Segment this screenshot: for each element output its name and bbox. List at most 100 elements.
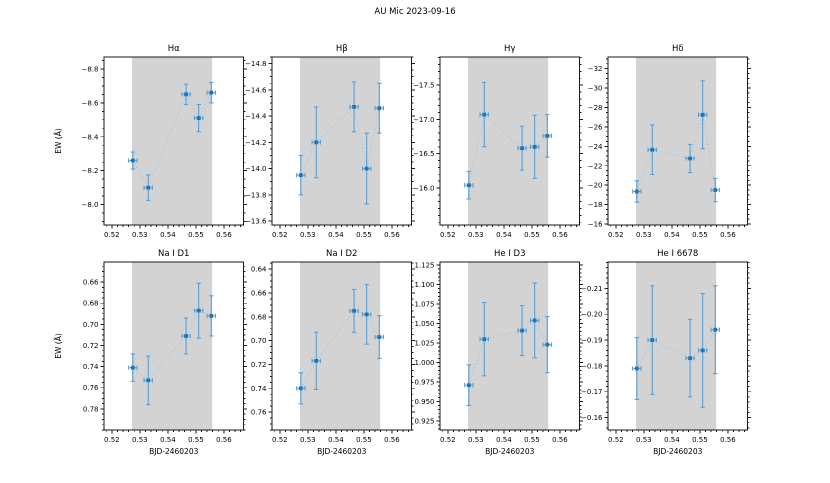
figure-title: AU Mic 2023-09-16 [374, 7, 456, 17]
data-point-marker [184, 334, 188, 338]
x-tick-label: 0.55 [356, 231, 372, 239]
y-tick-label: −14.8 [245, 60, 266, 68]
subplot-title: Hβ [336, 44, 348, 54]
x-tick-label: 0.56 [216, 231, 232, 239]
y-tick-label: −0.21 [581, 285, 602, 293]
subplot-He I D3: 0.52 0.53 0.54 0.55 0.56 1.125 1.100 1.075 1.050… [414, 249, 583, 456]
data-point-marker [482, 337, 487, 342]
y-tick-label: 0.70 [251, 337, 267, 345]
y-tick-label: −13.6 [245, 218, 267, 226]
data-point-marker [352, 308, 356, 313]
x-axis-label: BJD-2460203 [317, 447, 366, 456]
data-point-marker [482, 112, 487, 117]
y-tick-label: −8.6 [82, 99, 100, 107]
data-point-marker [688, 356, 692, 361]
tick-labels: 0.52 0.53 0.54 0.55 0.56 0.64 0.66 0.68 0.70 0.72… [251, 266, 400, 444]
x-tick-label: 0.56 [552, 436, 568, 444]
data-point-marker [688, 156, 692, 161]
data-point-marker [364, 312, 369, 317]
y-tick-label: 0.74 [83, 363, 99, 371]
data-series [464, 81, 553, 200]
data-point-marker [466, 383, 471, 388]
axis-ticks [268, 262, 415, 434]
data-series [128, 81, 217, 201]
y-tick-label: 0.68 [83, 300, 99, 308]
y-tick-label: 1.050 [414, 320, 434, 328]
data-point-marker [545, 133, 550, 138]
data-point-marker [314, 358, 319, 363]
subplot-Hγ: 0.52 0.53 0.54 0.55 0.56 −17.5 −17.0 −16.5 −16.0… [413, 44, 583, 239]
subplot-title: He I D3 [494, 249, 526, 259]
y-tick-label: 0.78 [83, 405, 99, 413]
y-tick-label: 1.025 [414, 340, 434, 348]
tick-labels: 0.52 0.53 0.54 0.55 0.56 −0.21 −0.20 −0.19 −0.18… [581, 285, 736, 444]
x-tick-label: 0.52 [608, 231, 624, 239]
x-tick-label: 0.54 [160, 231, 176, 239]
y-tick-label: 0.72 [251, 361, 267, 369]
subplot-Hα: 0.52 0.53 0.54 0.55 0.56 −8.8 −8.6 −8.4 −8.2 −8.0… [54, 44, 247, 239]
x-tick-label: 0.54 [328, 436, 344, 444]
data-point-marker [364, 166, 369, 171]
data-series [632, 285, 721, 408]
shaded-band [300, 262, 381, 430]
y-tick-label: −16.5 [413, 150, 434, 158]
x-tick-label: 0.56 [384, 231, 400, 239]
data-point-marker [545, 342, 550, 347]
y-tick-label: −20 [588, 182, 603, 190]
y-tick-label: −14.4 [245, 113, 267, 121]
data-point-marker [209, 90, 214, 95]
x-tick-label: 0.53 [300, 231, 316, 239]
subplot-title: Hδ [672, 44, 684, 54]
subplot-title: Na I D1 [158, 249, 189, 259]
x-tick-label: 0.55 [188, 436, 204, 444]
x-tick-label: 0.54 [496, 436, 512, 444]
x-tick-label: 0.55 [356, 436, 372, 444]
data-point-marker [196, 308, 201, 313]
x-tick-label: 0.55 [524, 436, 540, 444]
y-tick-label: −28 [588, 104, 603, 112]
data-point-marker [209, 313, 214, 318]
y-tick-label: −0.16 [581, 414, 603, 422]
tick-labels: 0.52 0.53 0.54 0.55 0.56 −8.8 −8.6 −8.4 −8.2 −8.0 [82, 65, 233, 239]
data-point-marker [377, 106, 382, 111]
data-point-marker [520, 328, 524, 333]
y-tick-label: −14.6 [245, 86, 267, 94]
y-tick-label: 0.76 [251, 409, 267, 417]
y-tick-label: −8.0 [82, 201, 99, 209]
y-tick-label: 1.100 [414, 281, 434, 289]
y-tick-label: −16 [588, 221, 603, 229]
tick-labels: 0.52 0.53 0.54 0.55 0.56 −14.8 −14.6 −14.4 −14.2… [245, 60, 400, 239]
y-tick-label: 0.925 [414, 418, 434, 426]
data-series [296, 81, 385, 205]
data-point-marker [130, 158, 135, 163]
subplot-He I 6678: 0.52 0.53 0.54 0.55 0.56 −0.21 −0.20 −0.19 −0.18… [581, 249, 751, 456]
axis-ticks [268, 56, 415, 229]
shaded-band [636, 262, 717, 430]
x-tick-label: 0.54 [496, 231, 512, 239]
x-tick-label: 0.53 [468, 436, 484, 444]
data-point-marker [532, 318, 537, 323]
tick-labels: 0.52 0.53 0.54 0.55 0.56 −17.5 −17.0 −16.5 −16.0 [413, 82, 568, 239]
y-tick-label: −22 [588, 162, 603, 170]
y-tick-label: −17.0 [413, 116, 434, 124]
data-point-marker [634, 189, 639, 194]
data-series [296, 284, 385, 405]
x-tick-label: 0.56 [384, 436, 400, 444]
y-tick-label: −24 [588, 143, 603, 151]
y-tick-label: −0.17 [581, 388, 602, 396]
shaded-band [468, 262, 549, 430]
tick-labels: 0.52 0.53 0.54 0.55 0.56 0.66 0.68 0.70 0.72 0.74… [83, 279, 232, 444]
data-point-marker [713, 188, 718, 192]
y-tick-label: 0.70 [83, 321, 99, 329]
x-tick-label: 0.53 [300, 436, 316, 444]
y-tick-label: −8.4 [82, 133, 100, 141]
y-tick-label: 0.66 [83, 279, 99, 287]
data-point-marker [700, 348, 705, 353]
y-tick-label: −0.18 [581, 362, 602, 370]
x-tick-label: 0.55 [692, 231, 708, 239]
data-point-marker [184, 92, 188, 97]
subplot-title: Hα [168, 44, 180, 54]
shaded-band [132, 262, 213, 430]
x-tick-label: 0.52 [104, 231, 120, 239]
subplot-title: Na I D2 [326, 249, 357, 259]
